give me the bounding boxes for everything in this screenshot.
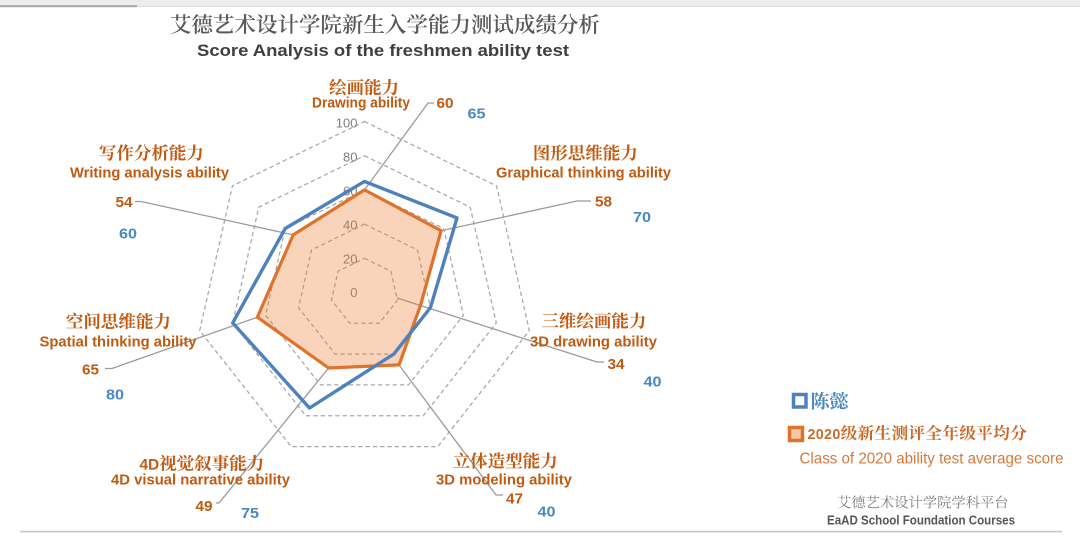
- svg-text:4D visual narrative ability: 4D visual narrative ability: [111, 472, 291, 489]
- svg-text:65: 65: [468, 107, 486, 123]
- svg-text:40: 40: [644, 375, 662, 391]
- svg-text:100: 100: [336, 115, 358, 130]
- svg-text:40: 40: [343, 217, 357, 232]
- svg-text:75: 75: [241, 506, 259, 522]
- svg-text:80: 80: [343, 150, 357, 165]
- svg-text:Graphical thinking ability: Graphical thinking ability: [496, 165, 672, 182]
- svg-text:58: 58: [595, 195, 612, 211]
- svg-text:Class of 2020 ability test ave: Class of 2020 ability test average score: [800, 451, 1064, 468]
- svg-text:80: 80: [106, 388, 124, 404]
- svg-text:Writing analysis ability: Writing analysis ability: [70, 165, 230, 182]
- svg-text:Drawing ability: Drawing ability: [312, 95, 411, 112]
- svg-text:65: 65: [82, 363, 99, 379]
- svg-text:EaAD School Foundation Courses: EaAD School Foundation Courses: [827, 513, 1015, 528]
- svg-text:70: 70: [633, 210, 651, 226]
- svg-text:49: 49: [196, 499, 213, 515]
- svg-text:Spatial thinking ability: Spatial thinking ability: [40, 334, 198, 351]
- svg-text:60: 60: [119, 227, 137, 243]
- svg-text:60: 60: [437, 96, 454, 112]
- svg-text:47: 47: [506, 492, 523, 508]
- svg-text:3D modeling ability: 3D modeling ability: [436, 472, 573, 489]
- svg-text:40: 40: [538, 505, 556, 521]
- svg-text:0: 0: [350, 285, 357, 300]
- svg-text:Score Analysis of the freshmen: Score Analysis of the freshmen ability t…: [197, 41, 569, 60]
- svg-text:20: 20: [343, 251, 357, 266]
- svg-text:34: 34: [608, 357, 625, 373]
- svg-text:3D drawing ability: 3D drawing ability: [530, 334, 658, 351]
- svg-text:54: 54: [116, 195, 133, 211]
